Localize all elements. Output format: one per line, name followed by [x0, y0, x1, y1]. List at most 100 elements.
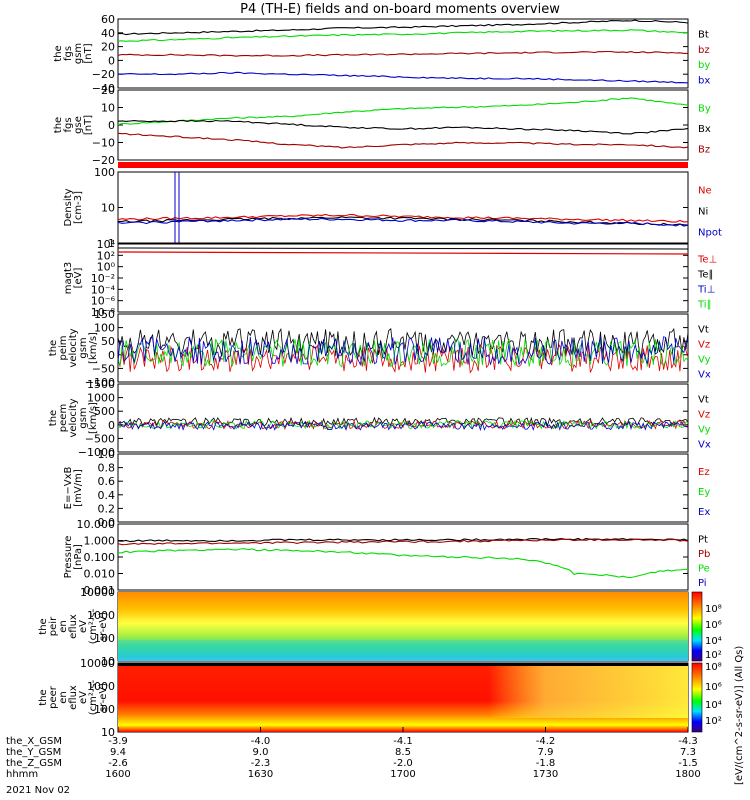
- y-tick-label: 50: [101, 335, 115, 348]
- y-axis-label: peim: [58, 335, 69, 360]
- y-tick-label: −40: [92, 82, 115, 95]
- velocity-trace: [117, 327, 689, 358]
- series-Pb: [117, 538, 689, 546]
- y-tick-label: 1.000: [84, 535, 116, 548]
- y-tick-label: −50: [92, 362, 115, 375]
- y-axis-label: [nT]: [83, 115, 94, 135]
- y-tick-label: 1500: [87, 378, 115, 391]
- y-axis-label: the: [53, 117, 64, 133]
- legend-Te⊥: Te⊥: [697, 255, 717, 266]
- legend-Vt: Vt: [698, 395, 709, 406]
- panel-efield: 1.00.80.60.40.20.0 E=−VxB [mV/m] Ez Ey Ex: [63, 448, 710, 529]
- y-axis-label: [nT]: [83, 43, 94, 63]
- y-tick-label: 0.010: [84, 568, 116, 581]
- colorbar-tick-4: 10²: [705, 650, 722, 661]
- legend-Bz: Bz: [698, 145, 710, 156]
- panel-frame: [117, 313, 689, 383]
- colorbar-ion: [691, 591, 703, 662]
- x-tick-label: -2.3: [251, 758, 271, 769]
- legend-Vy: Vy: [698, 355, 711, 366]
- y-tick-label: 0.001: [84, 584, 116, 597]
- y-tick-label: 10000: [80, 586, 115, 599]
- y-tick-label: 1.0: [98, 448, 116, 461]
- x-row-label: the_Z_GSM: [6, 758, 62, 769]
- y-axis-label: gsm: [78, 407, 89, 428]
- y-tick-label: −20: [92, 154, 115, 167]
- y-tick-label: 10: [101, 726, 115, 739]
- y-tick-label: −20: [92, 68, 115, 81]
- density-spike: [174, 172, 180, 243]
- y-tick-label: 10⁻⁴: [91, 283, 116, 296]
- legend-By: By: [698, 103, 711, 114]
- x-tick-label: -3.9: [108, 736, 128, 747]
- legend-Bt: Bt: [698, 30, 709, 41]
- y-axis-label: eflux: [68, 685, 79, 710]
- x-row-label: the_Y_GSM: [6, 747, 61, 758]
- y-tick-label: 10: [101, 102, 115, 115]
- y-axis-label: gsm: [73, 43, 84, 64]
- legend-Pb: Pb: [698, 549, 710, 560]
- panel-density: 100 10 1 Density [cm-3] Ne Ni Npot: [63, 166, 722, 250]
- y-tick-label: 500: [94, 405, 115, 418]
- series-By: [117, 97, 689, 126]
- x-row-label: hhmm: [6, 769, 38, 780]
- y-tick-label: 10: [101, 202, 115, 215]
- x-tick-label: 1630: [248, 769, 273, 780]
- y-tick-label: 20: [101, 41, 115, 54]
- electron-spectrogram: [118, 663, 688, 732]
- colorbar-tick-3: 10⁴: [705, 636, 722, 647]
- y-tick-label: 10.000: [77, 518, 116, 531]
- x-tick-label: -4.2: [536, 736, 556, 747]
- y-tick-label: 1000: [87, 680, 115, 693]
- legend-Vx: Vx: [698, 440, 711, 451]
- series-Ne: [117, 213, 689, 223]
- y-tick-label: 1000: [87, 392, 115, 405]
- legend-bx: bx: [698, 75, 710, 86]
- x-tick-label: 1600: [105, 769, 130, 780]
- y-axis-label: [nPa]: [73, 544, 84, 570]
- panel-fgs_gse: 20 10 0 −10 −20 the fgs gse [nT] By Bx Bz: [53, 84, 711, 167]
- y-axis-label: the: [38, 618, 49, 634]
- legend-Ne: Ne: [698, 186, 712, 197]
- y-axis-label: sr-eV): [98, 612, 109, 641]
- y-axis-label: the: [48, 410, 59, 426]
- red-bar: [118, 162, 688, 168]
- y-tick-label: 0: [108, 119, 115, 132]
- y-tick-label: 100: [94, 166, 115, 179]
- y-tick-label: −100: [85, 376, 115, 389]
- y-tick-label: 0.6: [98, 475, 116, 488]
- y-axis-label: eV: [78, 620, 89, 633]
- y-axis-label: [cm-3]: [73, 191, 84, 224]
- velocity-trace: [117, 419, 689, 430]
- y-tick-label: 0.0: [98, 516, 116, 529]
- series-Bt: [117, 19, 689, 36]
- series-bz: [117, 50, 688, 57]
- x-tick-label: 7.9: [538, 747, 554, 758]
- series-Ni: [118, 216, 689, 227]
- x-tick-label: 9.4: [110, 747, 126, 758]
- y-axis-label: fgs: [63, 117, 74, 132]
- x-row-label: the_X_GSM: [6, 736, 62, 747]
- x-tick-label: -1.5: [678, 758, 698, 769]
- series-Npot: [117, 217, 689, 227]
- y-axis-label: the: [53, 45, 64, 61]
- legend-by: by: [698, 60, 710, 71]
- y-axis-label: the: [38, 689, 49, 705]
- panel-frame: [117, 383, 689, 453]
- y-tick-label: −500: [85, 432, 115, 445]
- temperature-trace: [117, 251, 689, 255]
- y-axis-label: Pressure: [63, 536, 74, 579]
- y-tick-label: 10⁴: [97, 238, 116, 251]
- y-axis-label: fgs: [63, 46, 74, 61]
- legend-Ez: Ez: [698, 467, 710, 478]
- x-tick-label: -4.3: [678, 736, 698, 747]
- x-axis: the_X_GSM -3.9 -4.0 -4.1 -4.2 -4.3 the_Y_GSM 9.…: [6, 727, 701, 780]
- y-axis-label: Density: [63, 188, 74, 226]
- velocity-trace: [117, 421, 689, 432]
- colorbar-tick-5: 10⁸: [705, 662, 722, 673]
- legend-bz: bz: [698, 45, 710, 56]
- legend-Bx: Bx: [698, 124, 711, 135]
